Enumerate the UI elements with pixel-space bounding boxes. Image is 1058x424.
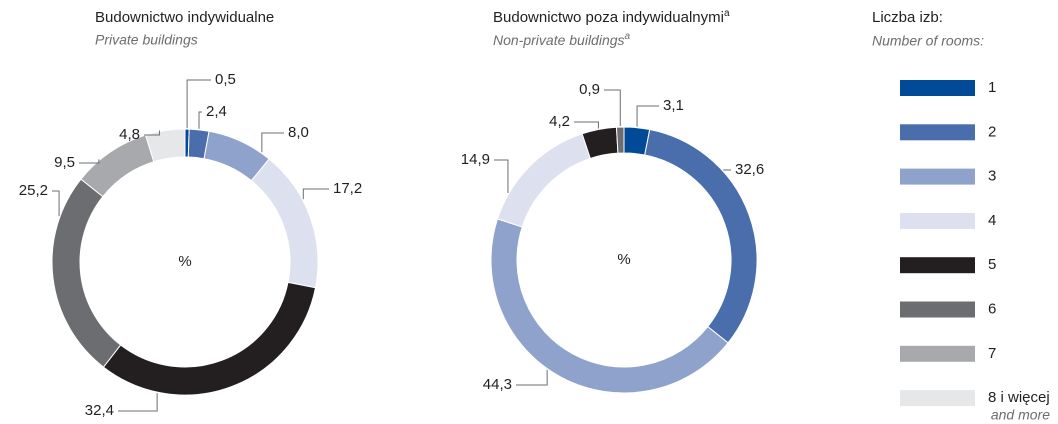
chart-subtitle: Non-private buildingsa [493,31,631,48]
title-note: a [724,8,730,19]
subtitle-text: Non-private buildings [493,32,625,48]
data-label: 3,1 [663,97,684,114]
leader-line [516,369,548,386]
legend-label: 6 [988,300,996,317]
data-label: 4,8 [119,126,140,143]
data-label: 25,2 [19,182,48,199]
donut-segment [144,128,186,163]
data-label: 32,6 [735,161,764,178]
legend-label: 5 [988,256,996,273]
leader-line [198,111,202,129]
legend-swatch [900,168,975,185]
leader-line [118,393,158,412]
title-text: Budownictwo poza indywidualnymi [493,9,724,26]
legend-label: 3 [988,168,996,185]
data-label: 0,5 [215,71,236,88]
data-label: 9,5 [54,154,75,171]
data-label: 14,9 [461,151,490,168]
leader-line [186,79,211,129]
data-label: 44,3 [483,376,512,393]
leader-line [604,89,621,127]
leader-line [302,188,329,200]
leader-line [494,159,509,193]
legend-swatch [900,257,975,274]
data-label: 0,9 [579,81,600,98]
chart-subtitle: Private buildings [95,32,198,48]
leader-line [261,132,284,153]
legend-label: 7 [988,345,996,362]
leader-line [52,190,60,217]
donut-segment [102,281,317,396]
data-label: 8,0 [288,124,309,141]
leader-line [574,121,599,129]
legend-swatch [900,390,975,407]
donut-segment [80,134,155,198]
legend-swatch [900,212,975,229]
legend-swatch [900,345,975,362]
subtitle-note: a [625,31,631,42]
legend-label: 4 [988,212,996,229]
data-label: 17,2 [333,180,362,197]
center-label: % [178,253,191,270]
donut-segment [250,158,319,289]
chart-title: Budownictwo indywidualne [95,9,274,26]
legend-swatch [900,301,975,318]
legend-swatch [900,124,975,141]
leader-line [144,130,160,136]
donut-segment [615,126,625,154]
data-label: 4,2 [549,113,570,130]
legend-label: 8 i więcej [988,389,1050,406]
center-label: % [617,251,630,268]
legend-title: Liczba izb: [872,9,943,26]
leader-line [636,105,659,127]
data-label: 32,4 [85,402,114,419]
donut-segment [496,133,591,228]
legend-label: 2 [988,123,996,140]
legend-subtitle: Number of rooms: [872,33,984,49]
legend-note: and more [991,407,1050,423]
legend-label: 1 [988,79,996,96]
data-label: 2,4 [206,103,227,120]
leader-line [79,159,100,164]
donut-segment [51,178,122,368]
donut-segment [490,218,729,394]
legend-swatch [900,80,975,96]
chart-title: Budownictwo poza indywidualnymia [493,8,730,26]
